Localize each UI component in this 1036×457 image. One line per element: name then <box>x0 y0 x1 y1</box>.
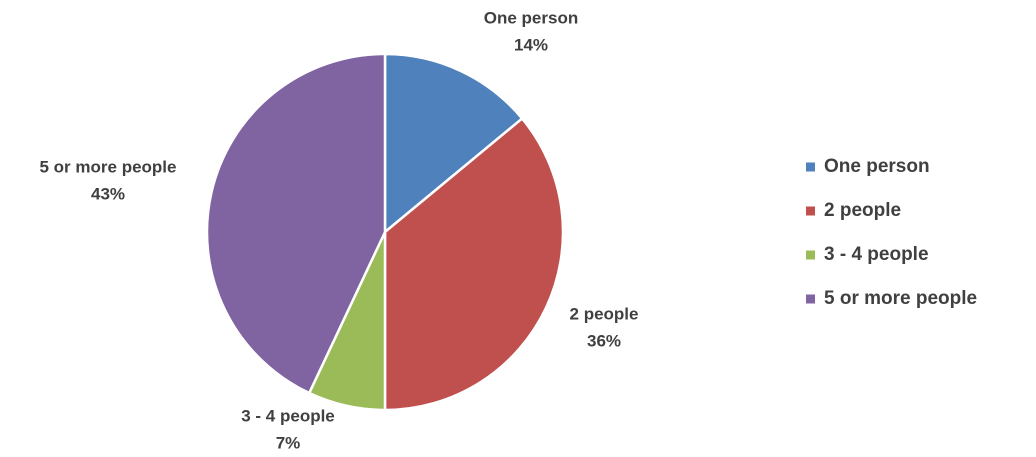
data-label-name-5-or-more-people: 5 or more people <box>40 157 177 176</box>
data-label-value-one-person: 14% <box>514 35 548 54</box>
data-label-name-2-people: 2 people <box>570 304 639 323</box>
legend-swatch-one-person <box>806 162 815 172</box>
data-label-value-3-4-people: 7% <box>276 433 301 452</box>
legend-label-3-4-people: 3 - 4 people <box>824 244 929 265</box>
legend: One person 2 people 3 - 4 people 5 or more … <box>806 156 977 309</box>
pie-slices <box>205 52 565 412</box>
legend-swatch-3-4-people <box>806 250 815 260</box>
data-label-name-one-person: One person <box>484 8 578 27</box>
legend-label-one-person: One person <box>824 156 930 177</box>
legend-swatch-2-people <box>806 206 815 216</box>
legend-swatch-5-or-more-people <box>806 294 815 304</box>
legend-label-5-or-more-people: 5 or more people <box>824 288 977 309</box>
pie-slice-one-person <box>383 52 524 234</box>
data-label-value-5-or-more-people: 43% <box>91 184 125 203</box>
pie-data-labels: One person 14% 2 people 36% 3 - 4 people 7% 5 … <box>40 8 639 452</box>
data-label-value-2-people: 36% <box>587 331 621 350</box>
pie-slice-5-or-more-people <box>205 52 387 395</box>
legend-label-2-people: 2 people <box>824 200 901 221</box>
pie-slice-2-people <box>383 117 565 412</box>
data-label-name-3-4-people: 3 - 4 people <box>241 406 335 425</box>
